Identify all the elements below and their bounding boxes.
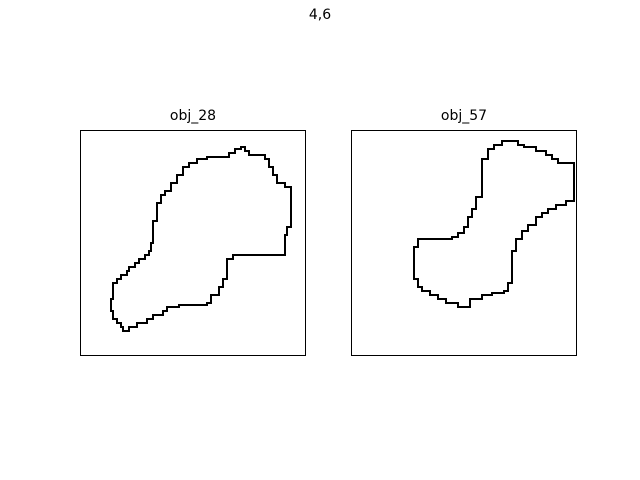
- panel-title-left: obj_28: [169, 108, 217, 124]
- shape-outline-canvas-left: [110, 146, 292, 332]
- shape-outline-obj-57: [413, 140, 575, 308]
- shape-panel-right: [351, 130, 577, 356]
- shape-outline-canvas-right: [413, 140, 575, 308]
- shape-outline-obj-28: [110, 146, 292, 332]
- figure-title: 4,6: [308, 7, 332, 23]
- panel-title-right: obj_57: [440, 108, 488, 124]
- shape-panel-left: [80, 130, 306, 356]
